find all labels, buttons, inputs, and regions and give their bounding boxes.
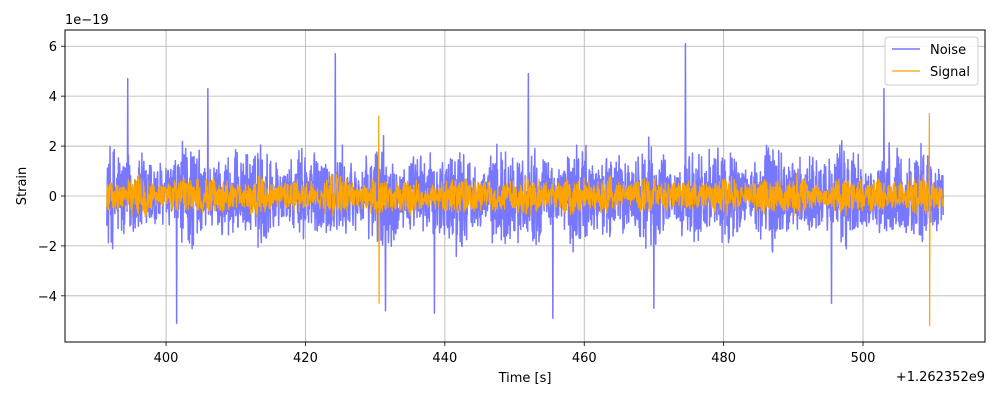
y-tick-label: −2 — [38, 240, 57, 255]
x-tick-label: 500 — [851, 351, 876, 366]
y-tick-label: 2 — [49, 140, 57, 155]
x-offset-label: +1.262352e9 — [896, 370, 985, 385]
y-tick-label: 6 — [49, 40, 57, 55]
y-scale-label: 1e−19 — [65, 13, 109, 28]
y-tick-label: 4 — [49, 90, 57, 105]
legend-label-signal: Signal — [930, 65, 970, 80]
x-tick-label: 440 — [432, 351, 457, 366]
x-axis-label: Time [s] — [498, 371, 552, 386]
series-layer — [106, 42, 944, 327]
y-tick-label: 0 — [49, 190, 57, 205]
x-tick-label: 460 — [572, 351, 597, 366]
series-line-signal — [106, 113, 944, 327]
y-axis-label: Strain — [15, 167, 30, 206]
legend: Noise Signal — [884, 36, 979, 86]
axis-ticks: 400 420 440 460 480 500 −4 −2 0 2 4 6 — [38, 40, 876, 366]
x-tick-label: 480 — [711, 351, 736, 366]
legend-label-noise: Noise — [930, 43, 966, 58]
y-tick-label: −4 — [38, 290, 57, 305]
plot-frame — [64, 29, 986, 343]
x-tick-label: 400 — [154, 351, 179, 366]
x-tick-label: 420 — [293, 351, 318, 366]
